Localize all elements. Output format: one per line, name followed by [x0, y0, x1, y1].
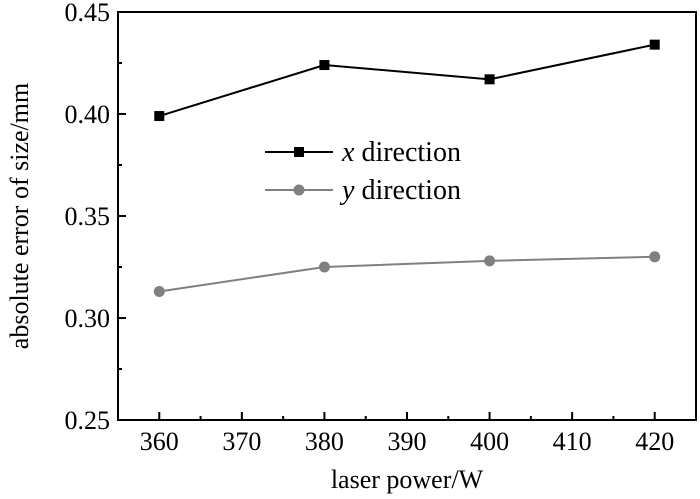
data-point-circle: [153, 285, 165, 297]
x-tick-label: 400: [470, 427, 509, 456]
series-line-1: [159, 255, 655, 293]
legend-marker-square: [294, 147, 304, 157]
legend-label-1: y direction: [339, 175, 461, 206]
y-tick-label: 0.45: [65, 0, 111, 27]
y-axis-title: absolute error of size/mm: [5, 83, 34, 349]
y-tick-label: 0.25: [65, 406, 111, 435]
x-tick-label: 360: [140, 427, 179, 456]
series-line-0: [158, 43, 655, 117]
axis-ticks: 360 370 380 390 400 410 420 0.25 0.30 0.35 0.40 0.4…: [65, 0, 675, 456]
data-point-square: [319, 60, 330, 71]
x-tick-label: 420: [635, 427, 674, 456]
data-point-circle: [484, 255, 496, 267]
data-series: [153, 39, 661, 297]
legend-label-suffix: direction: [354, 137, 461, 168]
x-tick-label: 380: [305, 427, 344, 456]
y-tick-label: 0.30: [65, 304, 111, 333]
y-tick-label: 0.35: [65, 202, 111, 231]
legend-label-variable: x: [341, 137, 355, 168]
data-point-circle: [318, 261, 330, 273]
x-axis-title: laser power/W: [331, 465, 484, 494]
legend-marker-circle: [293, 184, 305, 196]
data-point-square: [649, 39, 660, 50]
data-point-square: [484, 74, 495, 85]
legend-label-suffix: direction: [354, 175, 461, 206]
legend-label-0: x direction: [341, 137, 461, 168]
x-tick-label: 370: [222, 427, 261, 456]
legend-label-variable: y: [339, 175, 355, 206]
y-tick-label: 0.40: [65, 100, 111, 129]
x-tick-label: 410: [553, 427, 592, 456]
data-point-square: [154, 111, 165, 122]
x-tick-label: 390: [388, 427, 427, 456]
data-point-circle: [649, 251, 661, 263]
plot-area-frame: [117, 11, 697, 421]
